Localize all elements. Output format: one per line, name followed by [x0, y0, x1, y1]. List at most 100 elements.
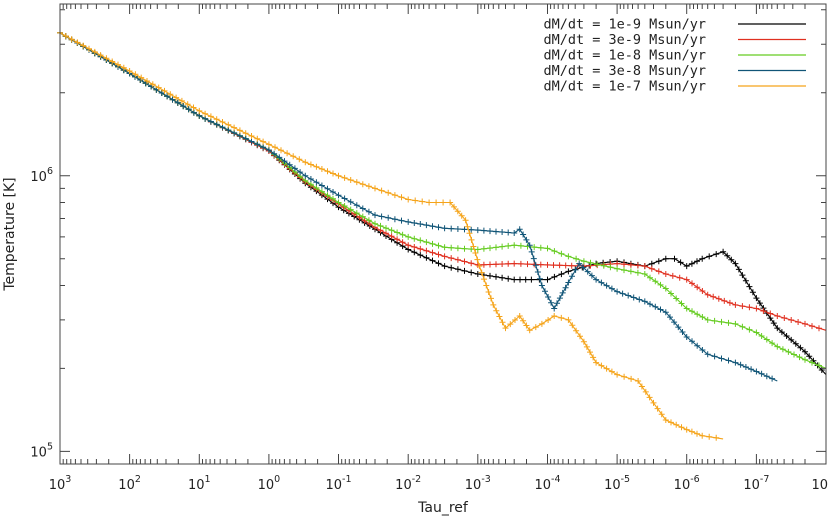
data-point: [711, 317, 718, 324]
data-point: [816, 325, 822, 332]
data-point: [526, 242, 533, 249]
data-point: [480, 245, 487, 252]
x-tick-label: 10-5: [604, 474, 630, 493]
data-point: [688, 428, 695, 435]
data-point: [641, 298, 648, 305]
data-point: [474, 246, 481, 253]
data-point: [511, 260, 518, 267]
data-point: [713, 251, 720, 258]
data-point: [658, 411, 665, 418]
data-point: [713, 434, 720, 441]
data-point: [126, 68, 133, 74]
data-point: [302, 172, 309, 179]
data-point: [173, 94, 180, 101]
data-point: [588, 272, 595, 279]
data-point: [767, 310, 774, 317]
data-point: [556, 295, 563, 302]
data-point: [668, 290, 674, 297]
data-point: [652, 278, 659, 285]
data-point: [74, 39, 81, 46]
data-point: [454, 266, 461, 273]
data-point: [86, 45, 92, 52]
data-point: [749, 289, 756, 296]
data-point: [704, 351, 711, 358]
data-point: [429, 249, 436, 256]
data-point: [619, 290, 626, 297]
data-point: [732, 260, 739, 267]
data-point: [699, 288, 706, 294]
data-point: [781, 315, 788, 321]
data-point: [454, 226, 461, 232]
data-point: [454, 208, 461, 215]
data-point: [499, 319, 506, 326]
data-point: [802, 320, 808, 327]
data-point: [441, 225, 448, 232]
data-point: [544, 245, 551, 252]
series-markers: [57, 29, 776, 382]
data-point: [307, 161, 314, 168]
data-point: [454, 245, 461, 252]
data-point: [732, 359, 739, 366]
data-point: [809, 359, 815, 366]
data-point: [523, 236, 530, 243]
data-point: [80, 42, 87, 49]
data-point: [779, 346, 786, 353]
data-point: [569, 273, 575, 280]
y-tick-label: 106: [30, 166, 53, 185]
data-point: [689, 308, 695, 315]
x-axis-title: Tau_ref: [417, 500, 469, 516]
data-point: [792, 340, 799, 347]
data-point: [394, 236, 401, 243]
data-point: [753, 329, 760, 336]
data-point: [774, 313, 781, 319]
x-tick-label: 102: [118, 474, 141, 493]
data-point: [353, 210, 360, 217]
data-point: [296, 156, 303, 163]
data-point: [802, 348, 808, 355]
data-point: [648, 260, 655, 267]
data-point: [711, 353, 718, 360]
y-tick-label: 105: [30, 441, 53, 460]
data-point: [598, 362, 605, 369]
data-point: [558, 271, 565, 278]
data-point: [391, 192, 398, 199]
data-point: [565, 253, 572, 260]
data-point: [423, 247, 430, 254]
tick-layer: [59, 4, 827, 465]
x-tick-label: 101: [188, 474, 211, 493]
data-point: [365, 208, 372, 215]
data-point: [545, 317, 552, 323]
data-point: [359, 205, 366, 212]
data-point: [458, 212, 465, 219]
data-point: [278, 147, 284, 154]
data-point: [621, 373, 628, 380]
data-point: [330, 170, 336, 177]
data-point: [583, 343, 590, 350]
data-point: [178, 97, 185, 104]
data-point: [411, 244, 418, 250]
data-point: [307, 181, 314, 188]
data-point: [662, 285, 669, 292]
data-point: [809, 323, 815, 330]
data-point: [461, 226, 468, 233]
data-point: [388, 233, 395, 240]
data-point: [614, 371, 621, 378]
data-point: [184, 101, 191, 108]
data-point: [785, 348, 792, 355]
data-point: [678, 300, 685, 307]
data-point: [417, 237, 424, 244]
data-point: [600, 262, 607, 269]
data-point: [499, 229, 506, 235]
axis-ticks: [59, 4, 827, 465]
data-point: [490, 301, 497, 308]
data-point: [164, 93, 171, 100]
data-point: [572, 266, 579, 273]
data-point: [688, 260, 695, 267]
data-point: [788, 336, 795, 343]
data-point: [655, 268, 662, 275]
data-point: [242, 130, 249, 137]
data-point: [423, 239, 430, 246]
data-point: [565, 279, 572, 286]
data-point: [454, 256, 461, 263]
x-tick-label: 103: [49, 474, 72, 493]
